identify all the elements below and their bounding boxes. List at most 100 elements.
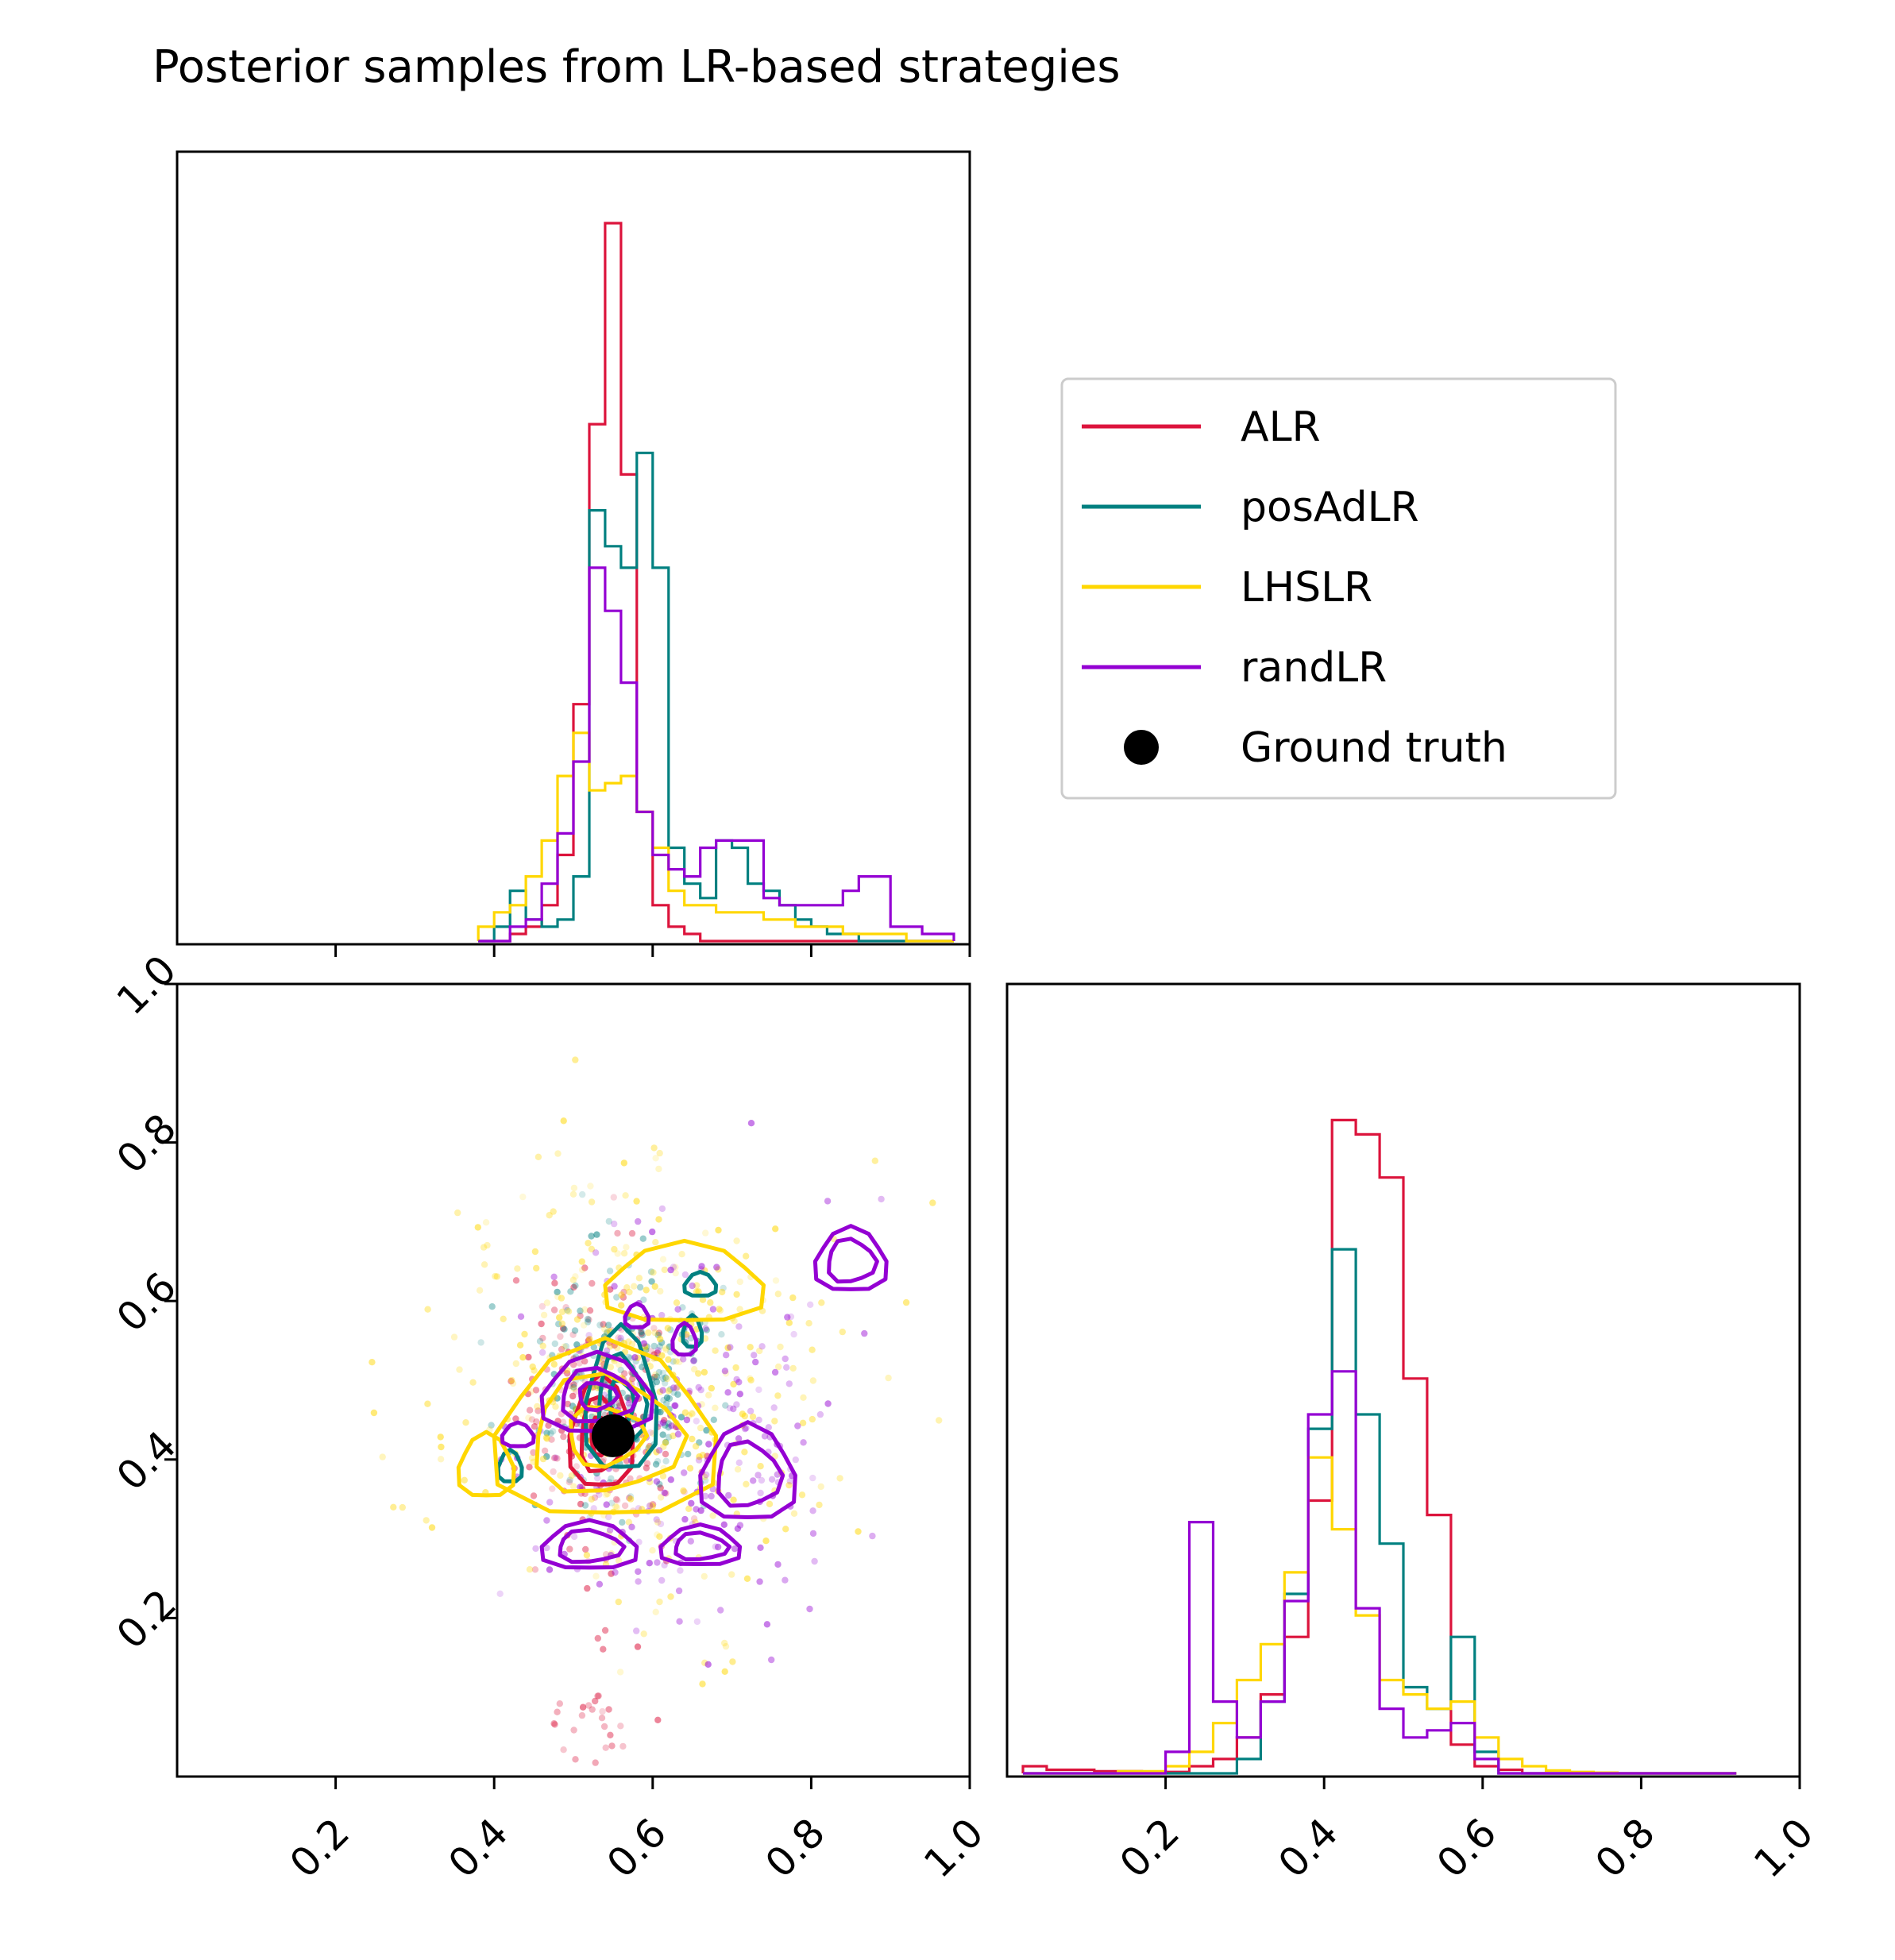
- sample-point-lhslr: [650, 1144, 658, 1152]
- sample-point-lhslr: [709, 1512, 716, 1519]
- sample-point-lhslr: [643, 1287, 650, 1294]
- sample-point-lhslr: [651, 1283, 658, 1291]
- sample-point-randlr: [655, 1447, 663, 1454]
- sample-point-randlr: [661, 1561, 668, 1569]
- sample-point-lhslr: [654, 1333, 662, 1341]
- sample-point-lhslr: [587, 1183, 594, 1190]
- sample-point-lhslr: [519, 1354, 527, 1361]
- sample-point-randlr: [603, 1501, 610, 1508]
- sample-point-lhslr: [652, 1239, 659, 1246]
- sample-point-alr: [554, 1455, 561, 1462]
- sample-point-lhslr: [482, 1219, 490, 1226]
- y-tick-label: 1.0: [108, 947, 185, 1024]
- sample-point-randlr: [782, 1576, 789, 1584]
- sample-point-randlr: [824, 1400, 832, 1407]
- panel-bottom-right-histogram: 0.2 0.4 0.6 0.8 1.0: [1005, 982, 1823, 1887]
- sample-point-posadlr: [572, 1282, 579, 1290]
- sample-point-lhslr: [570, 1184, 578, 1192]
- sample-point-posadlr: [655, 1368, 663, 1376]
- sample-point-randlr: [733, 1375, 740, 1383]
- sample-point-lhslr: [616, 1361, 623, 1368]
- sample-point-alr: [564, 1370, 571, 1377]
- sample-point-lhslr: [658, 1352, 666, 1360]
- sample-point-lhslr: [757, 1463, 764, 1470]
- sample-point-lhslr: [902, 1298, 910, 1306]
- sample-point-lhslr: [604, 1490, 611, 1498]
- sample-point-randlr: [690, 1357, 697, 1364]
- sample-point-alr: [634, 1643, 642, 1650]
- sample-point-lhslr: [556, 1314, 563, 1321]
- sample-point-posadlr: [573, 1341, 581, 1348]
- sample-point-lhslr: [871, 1157, 879, 1164]
- sample-point-alr: [619, 1294, 627, 1301]
- sample-point-randlr: [771, 1368, 779, 1376]
- sample-point-posadlr: [662, 1438, 670, 1446]
- sample-point-lhslr: [656, 1149, 663, 1157]
- x-tick-label: 0.8: [1587, 1809, 1664, 1886]
- sample-point-randlr: [585, 1332, 592, 1339]
- sample-point-alr: [599, 1707, 606, 1715]
- sample-point-lhslr: [739, 1410, 747, 1418]
- sample-point-lhslr: [369, 1359, 376, 1366]
- sample-point-randlr: [649, 1228, 656, 1236]
- sample-point-randlr: [674, 1306, 681, 1313]
- sample-point-alr: [662, 1450, 670, 1458]
- sample-point-posadlr: [608, 1499, 616, 1507]
- sample-point-alr: [655, 1329, 662, 1337]
- sample-point-randlr: [709, 1306, 717, 1313]
- sample-point-lhslr: [733, 1291, 740, 1298]
- sample-point-posadlr: [613, 1294, 620, 1301]
- sample-point-posadlr: [685, 1450, 692, 1458]
- sample-point-lhslr: [527, 1388, 535, 1395]
- sample-point-lhslr: [578, 1266, 586, 1274]
- sample-point-alr: [621, 1370, 628, 1377]
- sample-point-posadlr: [670, 1358, 677, 1365]
- sample-point-posadlr: [619, 1518, 626, 1526]
- sample-point-lhslr: [662, 1345, 670, 1352]
- sample-point-posadlr: [593, 1231, 600, 1238]
- sample-point-randlr: [724, 1389, 731, 1396]
- sample-point-lhslr: [743, 1252, 750, 1260]
- sample-point-lhslr: [722, 1370, 730, 1377]
- sample-point-lhslr: [652, 1608, 659, 1616]
- sample-point-lhslr: [476, 1287, 484, 1294]
- sample-point-lhslr: [667, 1593, 674, 1600]
- sample-point-randlr: [768, 1656, 775, 1664]
- sample-point-posadlr: [659, 1369, 666, 1377]
- sample-point-randlr: [658, 1311, 666, 1319]
- sample-point-randlr: [742, 1426, 749, 1433]
- contour-randlr: [623, 1301, 651, 1329]
- sample-point-alr: [530, 1492, 538, 1499]
- sample-point-lhslr: [554, 1293, 562, 1301]
- legend: ALR posAdLR LHSLR randLR Ground truth: [1060, 377, 1617, 800]
- histogram-series-posadlr: [478, 451, 954, 943]
- sample-point-randlr: [657, 1520, 665, 1528]
- sample-point-posadlr: [554, 1395, 561, 1402]
- sample-point-lhslr: [663, 1375, 671, 1383]
- sample-point-lhslr: [774, 1392, 782, 1399]
- sample-point-lhslr: [645, 1329, 652, 1337]
- sample-point-lhslr: [756, 1347, 763, 1355]
- sample-point-lhslr: [701, 1473, 708, 1480]
- sample-point-alr: [569, 1392, 577, 1400]
- sample-point-lhslr: [620, 1159, 627, 1167]
- sample-point-randlr: [605, 1514, 612, 1521]
- sample-point-lhslr: [734, 1466, 742, 1473]
- sample-point-lhslr: [390, 1503, 397, 1511]
- sample-point-alr: [600, 1723, 608, 1730]
- sample-point-alr: [577, 1312, 584, 1320]
- sample-point-alr: [620, 1288, 627, 1296]
- sample-point-alr: [557, 1333, 564, 1341]
- sample-point-lhslr: [560, 1117, 567, 1125]
- sample-point-randlr: [681, 1515, 689, 1523]
- sample-point-posadlr: [662, 1379, 669, 1387]
- sample-point-lhslr: [689, 1410, 696, 1418]
- contour-lhslr: [603, 1238, 766, 1322]
- sample-point-posadlr: [536, 1337, 544, 1345]
- sample-point-lhslr: [664, 1325, 672, 1332]
- sample-point-alr: [570, 1727, 577, 1734]
- sample-point-alr: [650, 1373, 658, 1381]
- sample-point-alr: [638, 1330, 645, 1337]
- contour-posadlr: [682, 1270, 719, 1298]
- sample-point-alr: [605, 1706, 612, 1713]
